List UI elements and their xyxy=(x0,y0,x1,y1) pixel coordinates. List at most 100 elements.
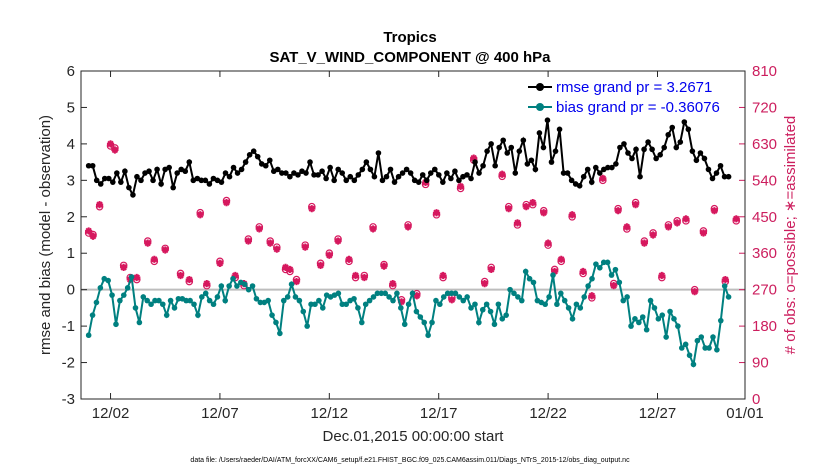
series-bias-point xyxy=(195,312,201,318)
series-rmse-point xyxy=(122,168,128,175)
series-rmse-point xyxy=(592,164,599,171)
series-rmse-point xyxy=(315,172,321,178)
series-bias-point xyxy=(589,275,595,282)
series-bias-point xyxy=(128,274,135,280)
series-rmse-point xyxy=(721,173,728,180)
series-rmse-point xyxy=(480,162,486,169)
series-bias-point xyxy=(304,323,310,329)
series-bias-point xyxy=(604,259,611,266)
series-rmse-point xyxy=(436,172,442,178)
series-bias-point xyxy=(280,297,287,304)
series-bias-point xyxy=(382,290,389,297)
series-bias-point xyxy=(616,279,623,286)
obs-assimilated-marker xyxy=(439,271,447,280)
series-bias-point xyxy=(530,279,537,286)
series-rmse-point xyxy=(633,146,639,153)
series-rmse-point xyxy=(118,179,124,185)
obs-assimilated-marker xyxy=(710,207,718,215)
obs-assimilated-marker xyxy=(432,209,441,217)
obs-assimilated-marker xyxy=(286,265,294,274)
obs-assimilated-marker xyxy=(360,273,368,282)
series-bias-point xyxy=(643,326,650,333)
series-rmse-point xyxy=(234,170,241,176)
series-rmse-point xyxy=(311,172,317,178)
series-rmse-point xyxy=(158,181,164,187)
obs-assimilated-marker xyxy=(632,201,640,209)
series-bias-point xyxy=(97,285,104,291)
series-rmse-point xyxy=(532,166,539,173)
series-rmse-point xyxy=(580,173,587,180)
y-axis-label-left: rmse and bias (model - observation) xyxy=(37,115,54,355)
series-rmse-point xyxy=(496,144,502,151)
series-bias-point xyxy=(690,361,697,368)
obs-assimilated-marker xyxy=(389,279,397,288)
series-bias-point xyxy=(671,316,677,322)
obs-assimilated-marker xyxy=(308,205,316,213)
series-bias-point xyxy=(105,277,111,284)
series-rmse-point xyxy=(407,170,414,176)
obs-assimilated-marker xyxy=(544,239,552,247)
series-rmse-point xyxy=(218,179,225,185)
series-rmse-point xyxy=(327,164,333,171)
obs-assimilated-marker xyxy=(281,263,290,271)
obs-assimilated-marker xyxy=(231,271,239,280)
series-rmse-point xyxy=(657,152,663,158)
series-rmse-point xyxy=(419,172,426,178)
series-rmse-point xyxy=(508,144,515,151)
series-rmse-point xyxy=(440,179,446,185)
series-rmse-point xyxy=(254,153,261,160)
series-rmse-point xyxy=(689,148,696,154)
series-bias-point xyxy=(452,290,459,297)
series-bias-point xyxy=(159,301,166,308)
series-rmse-point xyxy=(105,175,112,182)
series-bias-point xyxy=(597,265,603,271)
series-bias-point xyxy=(132,305,139,311)
series-rmse-point xyxy=(146,168,152,175)
series-rmse-point xyxy=(560,170,567,176)
series-bias-point xyxy=(507,286,513,293)
series-bias-point xyxy=(721,283,728,289)
series-rmse-point xyxy=(681,119,688,125)
series-rmse-point xyxy=(528,157,535,164)
obs-assimilated-marker xyxy=(579,267,587,276)
y-tick-label-left: -1 xyxy=(62,318,75,335)
series-bias-point xyxy=(113,321,119,328)
series-bias-point xyxy=(362,301,369,308)
series-bias-point xyxy=(386,294,392,300)
series-bias-point xyxy=(355,305,361,311)
series-bias-point xyxy=(456,294,463,300)
series-bias-point xyxy=(93,299,100,306)
y-tick-label-left: 0 xyxy=(67,282,75,299)
series-bias-point xyxy=(351,295,357,302)
obs-assimilated-marker xyxy=(345,255,353,263)
obs-assimilated-marker xyxy=(505,205,513,213)
series-rmse-point xyxy=(427,170,434,176)
series-bias-point xyxy=(503,312,509,318)
obs-assimilated-marker xyxy=(325,251,333,259)
series-rmse-point xyxy=(556,126,563,133)
plot-frame xyxy=(80,70,746,400)
series-rmse-point xyxy=(629,155,635,162)
series-bias-point xyxy=(218,283,225,289)
series-bias-point xyxy=(284,294,291,300)
series-rmse-point xyxy=(319,168,325,175)
series-rmse-point xyxy=(250,148,257,154)
series-bias-point xyxy=(335,290,342,297)
series-rmse-point xyxy=(685,126,692,133)
series-rmse-point xyxy=(134,173,140,180)
series-rmse-point xyxy=(492,162,498,169)
series-bias-point xyxy=(234,283,240,289)
obs-assimilated-marker xyxy=(144,239,152,247)
series-bias-point xyxy=(167,297,174,304)
series-bias-point xyxy=(518,297,525,304)
series-rmse-point xyxy=(198,177,205,184)
obs-possible-markers xyxy=(84,142,741,304)
series-rmse-point xyxy=(568,177,575,184)
y-tick-label-left: 1 xyxy=(67,245,75,262)
series-rmse-point xyxy=(649,146,655,153)
series-bias-point xyxy=(398,305,404,311)
series-rmse-point xyxy=(359,166,366,173)
obs-assimilated-marker xyxy=(481,279,489,288)
obs-assimilated-marker xyxy=(120,263,128,271)
series-rmse-point xyxy=(540,144,547,151)
